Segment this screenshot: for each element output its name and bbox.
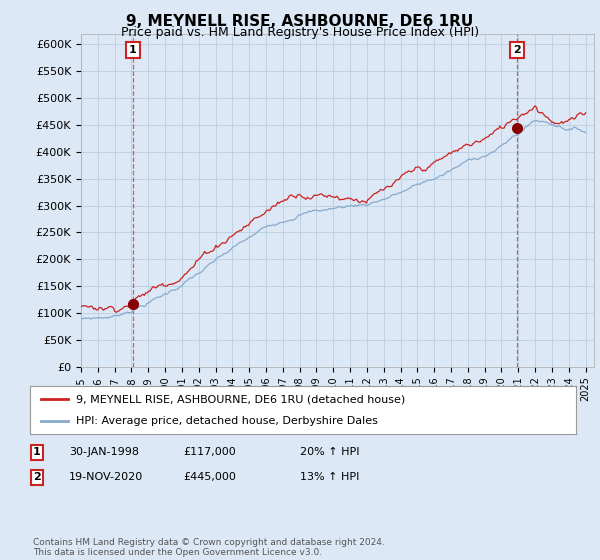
Text: 1: 1 xyxy=(33,447,41,458)
Text: £117,000: £117,000 xyxy=(183,447,236,458)
Text: 1: 1 xyxy=(129,45,137,55)
Text: 2: 2 xyxy=(33,472,41,482)
Text: 30-JAN-1998: 30-JAN-1998 xyxy=(69,447,139,458)
Text: 2: 2 xyxy=(513,45,521,55)
Text: 9, MEYNELL RISE, ASHBOURNE, DE6 1RU: 9, MEYNELL RISE, ASHBOURNE, DE6 1RU xyxy=(127,14,473,29)
Text: HPI: Average price, detached house, Derbyshire Dales: HPI: Average price, detached house, Derb… xyxy=(76,416,378,426)
Text: 13% ↑ HPI: 13% ↑ HPI xyxy=(300,472,359,482)
Text: 19-NOV-2020: 19-NOV-2020 xyxy=(69,472,143,482)
Text: Price paid vs. HM Land Registry's House Price Index (HPI): Price paid vs. HM Land Registry's House … xyxy=(121,26,479,39)
Text: £445,000: £445,000 xyxy=(183,472,236,482)
Text: Contains HM Land Registry data © Crown copyright and database right 2024.
This d: Contains HM Land Registry data © Crown c… xyxy=(33,538,385,557)
Text: 9, MEYNELL RISE, ASHBOURNE, DE6 1RU (detached house): 9, MEYNELL RISE, ASHBOURNE, DE6 1RU (det… xyxy=(76,394,406,404)
Text: 20% ↑ HPI: 20% ↑ HPI xyxy=(300,447,359,458)
